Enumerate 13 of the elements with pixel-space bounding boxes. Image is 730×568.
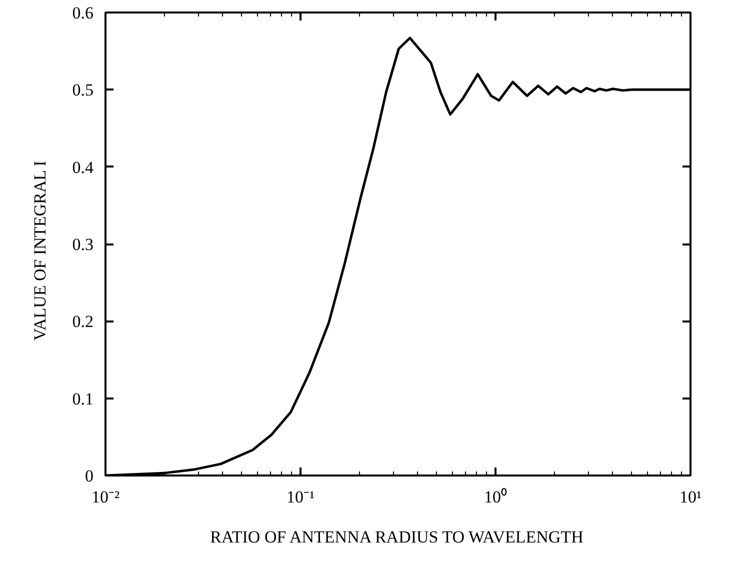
x-tick-label: 10⁰ bbox=[484, 488, 507, 506]
x-tick-label: 10⁻¹ bbox=[286, 488, 315, 506]
y-tick-label: 0 bbox=[85, 466, 94, 486]
x-axis-title: RATIO OF ANTENNA RADIUS TO WAVELENGTH bbox=[210, 528, 584, 546]
y-tick-label: 0.3 bbox=[72, 235, 94, 254]
x-tick-label: 10⁻² bbox=[91, 488, 120, 506]
y-tick-label: 0.5 bbox=[72, 80, 94, 100]
y-axis-title: VALUE OF INTEGRAL I bbox=[30, 160, 50, 341]
y-tick-label: 0.4 bbox=[72, 158, 94, 177]
x-tick-label: 10¹ bbox=[679, 488, 702, 506]
y-tick-label: 0.6 bbox=[72, 4, 94, 22]
y-tick-label: 0.1 bbox=[72, 389, 94, 408]
y-tick-label: 0.2 bbox=[72, 312, 94, 332]
